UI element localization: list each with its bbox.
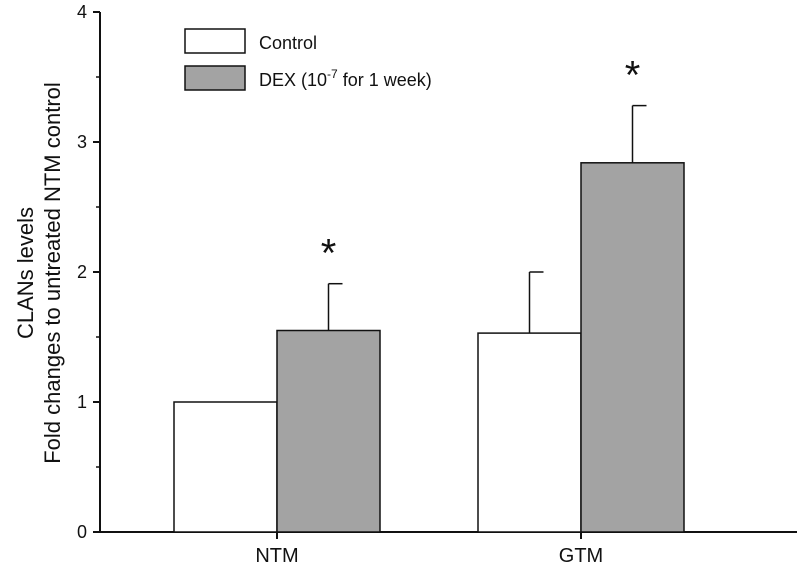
x-tick-label: GTM bbox=[559, 545, 603, 567]
y-tick-label: 4 bbox=[77, 2, 87, 22]
y-axis-label-line1: CLANs levels bbox=[13, 207, 38, 339]
bar bbox=[276, 329, 381, 533]
y-tick-label: 0 bbox=[77, 522, 87, 542]
legend-label-dex-exponent: -7 bbox=[327, 67, 338, 81]
significance-marker: * bbox=[625, 54, 641, 98]
significance-marker: * bbox=[321, 232, 337, 276]
y-tick-label: 3 bbox=[77, 132, 87, 152]
bar bbox=[477, 332, 582, 533]
plot-area: 0 1 2 3 4 NTM * GTM * bbox=[77, 2, 797, 567]
x-tick-label: NTM bbox=[255, 545, 298, 567]
legend-label-dex-suffix: for 1 week) bbox=[338, 70, 432, 90]
y-tick-label: 2 bbox=[77, 262, 87, 282]
legend-label-dex-prefix: DEX (10 bbox=[259, 70, 327, 90]
legend: Control DEX (10-7 for 1 week) bbox=[184, 28, 432, 91]
legend-label-dex: DEX (10-7 for 1 week) bbox=[259, 67, 432, 90]
bar bbox=[173, 401, 278, 533]
legend-label-control: Control bbox=[259, 33, 317, 53]
legend-swatch-dex bbox=[184, 65, 246, 91]
legend-swatch-control bbox=[184, 28, 246, 54]
bar bbox=[580, 162, 685, 533]
y-axis-label-line2: Fold changes to untreated NTM control bbox=[40, 82, 65, 464]
y-tick-label: 1 bbox=[77, 392, 87, 412]
